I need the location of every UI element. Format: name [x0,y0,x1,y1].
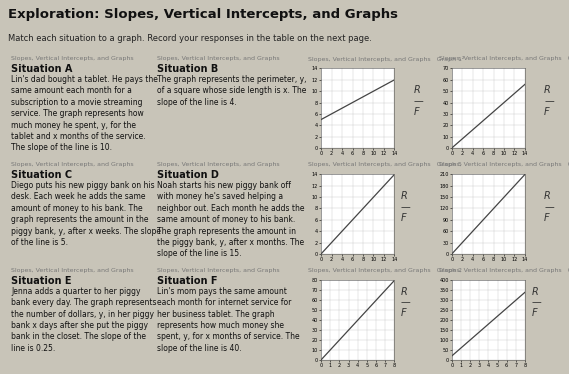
Text: The graph represents the perimeter, y,
of a square whose side length is x. The
s: The graph represents the perimeter, y, o… [157,75,306,107]
Text: Exploration: Slopes, Vertical Intercepts, and Graphs: Exploration: Slopes, Vertical Intercepts… [9,7,398,21]
Text: Slopes, Vertical Intercepts, and Graphs: Slopes, Vertical Intercepts, and Graphs [11,162,134,167]
Text: Slopes, Vertical Intercepts, and Graphs   Graph 4: Slopes, Vertical Intercepts, and Graphs … [439,268,569,273]
Text: R
—
F: R — F [401,286,411,318]
Text: Slopes, Vertical Intercepts, and Graphs   Graph 6: Slopes, Vertical Intercepts, and Graphs … [439,162,569,167]
Text: Situation E: Situation E [11,276,72,286]
Text: Situation F: Situation F [157,276,217,286]
Text: Situation C: Situation C [11,170,72,180]
Text: Situation B: Situation B [157,64,218,74]
Text: Slopes, Vertical Intercepts, and Graphs   Graph 3: Slopes, Vertical Intercepts, and Graphs … [439,56,569,61]
Text: Slopes, Vertical Intercepts, and Graphs   Graph 2: Slopes, Vertical Intercepts, and Graphs … [308,268,462,273]
Text: Lin's mom pays the same amount
each month for internet service for
her business : Lin's mom pays the same amount each mont… [157,287,299,353]
Text: Situation A: Situation A [11,64,73,74]
Text: Situation D: Situation D [157,170,218,180]
Text: Jenna adds a quarter to her piggy
bank every day. The graph represents
the numbe: Jenna adds a quarter to her piggy bank e… [11,287,157,353]
Text: Slopes, Vertical Intercepts, and Graphs: Slopes, Vertical Intercepts, and Graphs [157,56,279,61]
Text: Slopes, Vertical Intercepts, and Graphs: Slopes, Vertical Intercepts, and Graphs [11,268,134,273]
Text: Slopes, Vertical Intercepts, and Graphs   Graph 1²: Slopes, Vertical Intercepts, and Graphs … [308,56,465,62]
Text: Match each situation to a graph. Record your responses in the table on the next : Match each situation to a graph. Record … [9,34,372,43]
Text: R
—
F: R — F [544,85,554,117]
Text: Lin's dad bought a tablet. He pays the
same amount each month for a
subscription: Lin's dad bought a tablet. He pays the s… [11,75,158,153]
Text: R
—
F: R — F [544,191,554,223]
Text: Slopes, Vertical Intercepts, and Graphs: Slopes, Vertical Intercepts, and Graphs [157,162,279,167]
Text: R
—
F: R — F [414,85,423,117]
Text: Noah starts his new piggy bank off
with money he's saved helping a
neighbor out.: Noah starts his new piggy bank off with … [157,181,304,258]
Text: R
—
F: R — F [531,286,541,318]
Text: Slopes, Vertical Intercepts, and Graphs   Graph 5: Slopes, Vertical Intercepts, and Graphs … [308,162,462,167]
Text: Diego puts his new piggy bank on his
desk. Each week he adds the same
amount of : Diego puts his new piggy bank on his des… [11,181,162,247]
Text: R
—
F: R — F [401,191,411,223]
Text: Slopes, Vertical Intercepts, and Graphs: Slopes, Vertical Intercepts, and Graphs [157,268,279,273]
Text: Slopes, Vertical Intercepts, and Graphs: Slopes, Vertical Intercepts, and Graphs [11,56,134,61]
